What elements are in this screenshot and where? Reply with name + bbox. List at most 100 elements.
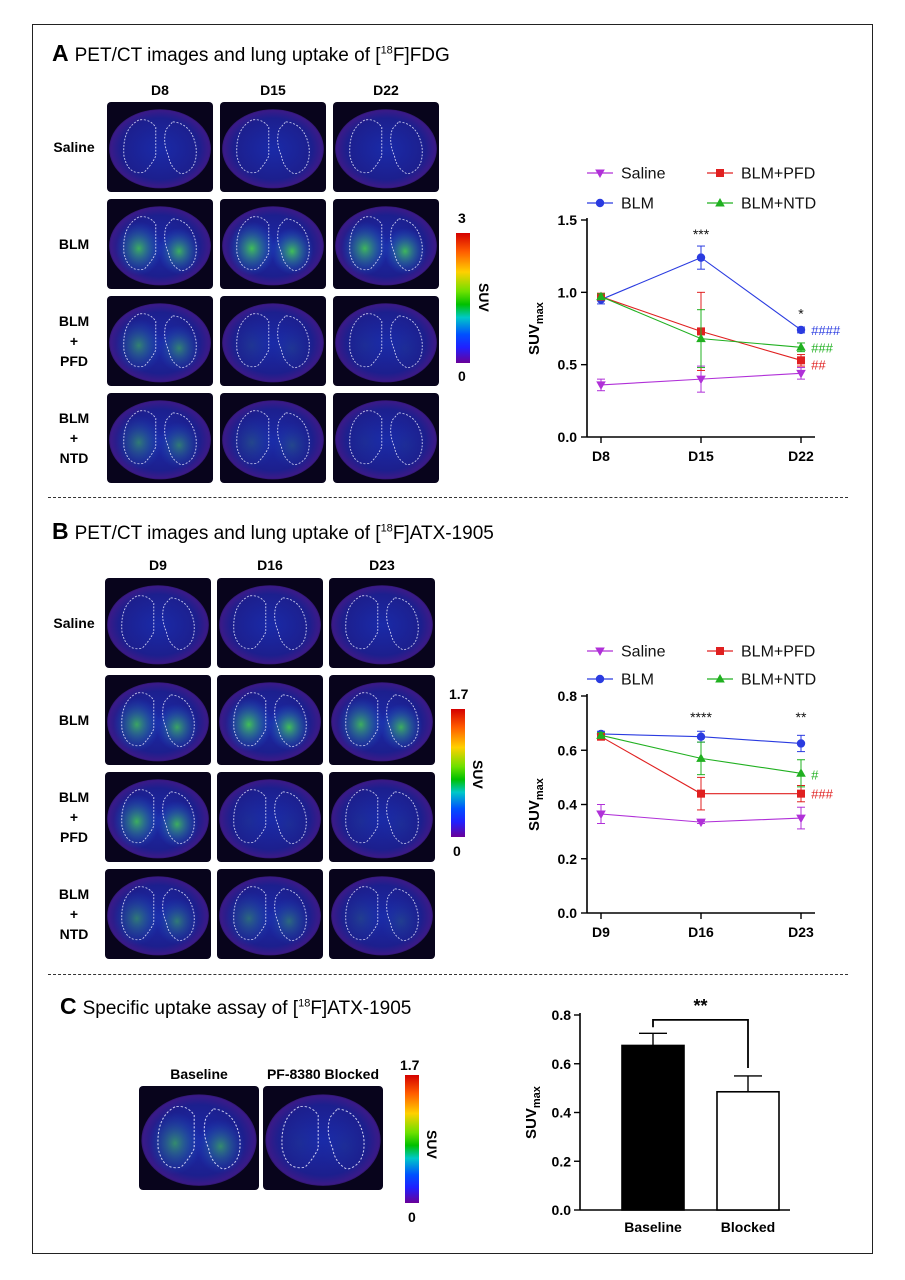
x-tick-label: D16 — [688, 924, 714, 940]
x-tick-label: D22 — [788, 448, 814, 464]
data-point-saline — [796, 814, 806, 824]
row-label-saline: Saline — [53, 615, 95, 631]
legend-marker — [716, 169, 724, 177]
data-point-saline — [796, 369, 806, 379]
significance-annotation: ### — [811, 787, 833, 802]
pet-scan-image — [105, 578, 211, 668]
y-tick-label: 0.2 — [558, 851, 578, 867]
row-label-saline: Saline — [53, 139, 95, 155]
legend-marker — [595, 674, 605, 684]
pet-scan-image — [329, 772, 435, 862]
x-tick-label: D15 — [688, 448, 714, 464]
colorbar-a-min: 0 — [458, 368, 466, 384]
y-tick-label: 0.4 — [558, 797, 578, 813]
legend-label: Saline — [621, 166, 666, 183]
pet-scan-image — [107, 102, 213, 192]
pet-scan-image — [329, 675, 435, 765]
legend-marker — [715, 198, 725, 207]
data-point-blm — [796, 739, 806, 748]
pet-scan-image — [333, 102, 439, 192]
colorbar-a-label: SUV — [476, 283, 492, 312]
pet-scan-image — [105, 869, 211, 959]
legend-label: BLM+PFD — [741, 166, 815, 183]
pet-scan-image — [333, 199, 439, 289]
legend-label: Saline — [621, 644, 666, 661]
colorbar-a — [456, 233, 470, 363]
bar-baseline — [621, 1044, 685, 1211]
data-point-blm_ntd — [596, 730, 606, 739]
fdg-suvmax-line-chart: Saline BLM+PFD BLM BLM+NTD 0.0 0.5 1.0 1.5 D8 D15… — [526, 166, 841, 465]
x-tick-label: D23 — [788, 924, 814, 940]
data-point-saline — [696, 375, 706, 385]
data-point-saline — [696, 818, 706, 828]
y-axis-label: SUVmax — [523, 1085, 543, 1139]
panel-b-title: B PET/CT images and lung uptake of [18F]A… — [52, 518, 494, 544]
pet-scan-image — [220, 393, 326, 483]
divider-bc — [48, 974, 848, 975]
specific-uptake-bar-chart: 0.0 0.2 0.4 0.6 0.8 SUVmax Baseline Blocked ** — [523, 996, 790, 1235]
pet-scan-image — [220, 102, 326, 192]
bar-blocked — [716, 1090, 780, 1211]
column-label-pf-8380 blocked: PF-8380 Blocked — [266, 1066, 380, 1082]
y-axis-label: SUVmax — [526, 301, 546, 355]
y-axis-label: SUVmax — [526, 777, 546, 831]
data-point-blm — [696, 732, 706, 741]
y-tick-label: 0.2 — [552, 1153, 572, 1169]
data-point-blm_ntd — [796, 768, 806, 777]
atx-suvmax-line-chart: Saline BLM+PFD BLM BLM+NTD 0.0 0.2 0.4 0.6 0.8 D9… — [526, 644, 833, 941]
colorbar-b-min: 0 — [453, 843, 461, 859]
row-label-blm: BLM — [58, 236, 90, 252]
figure-frame — [32, 24, 873, 1254]
column-label-d22: D22 — [373, 82, 399, 98]
y-tick-label: 0.0 — [552, 1202, 572, 1218]
column-label-d16: D16 — [257, 557, 283, 573]
data-point-blm_pfd — [797, 356, 805, 365]
data-point-blm_ntd — [696, 333, 706, 343]
significance-annotation: ### — [811, 340, 833, 355]
data-point-blm_ntd — [596, 291, 606, 301]
pet-scan-image — [107, 296, 213, 386]
column-label-d23: D23 — [369, 557, 395, 573]
legend-label: BLM+PFD — [741, 644, 815, 661]
pet-scan-image — [220, 296, 326, 386]
pet-scan-image — [329, 578, 435, 668]
divider-ab — [48, 497, 848, 498]
pet-scan-image — [217, 578, 323, 668]
column-label-d8: D8 — [151, 82, 169, 98]
data-point-saline — [596, 810, 606, 819]
pet-scan-image — [105, 772, 211, 862]
significance-label: ** — [693, 996, 707, 1016]
pet-scan-image — [217, 675, 323, 765]
pet-scan-image — [333, 393, 439, 483]
colorbar-b-max: 1.7 — [449, 686, 469, 702]
pet-scan-image — [263, 1086, 383, 1190]
x-tick-label: D8 — [592, 448, 610, 464]
pet-scan-image — [107, 393, 213, 483]
legend-label: BLM+NTD — [741, 672, 816, 689]
y-tick-label: 0.6 — [558, 742, 578, 758]
colorbar-c-label: SUV — [424, 1130, 440, 1159]
significance-annotation: # — [811, 768, 819, 783]
pet-scan-image — [217, 869, 323, 959]
legend-marker — [595, 198, 605, 208]
data-point-blm_ntd — [696, 753, 706, 762]
significance-annotation: ** — [796, 709, 807, 725]
legend-label: BLM — [621, 672, 654, 689]
y-tick-label: 0.4 — [552, 1105, 572, 1121]
significance-annotation: #### — [811, 323, 841, 338]
y-tick-label: 0.0 — [558, 905, 578, 921]
row-label-blm-ntd: BLM + NTD — [58, 410, 90, 466]
pet-scan-image — [329, 869, 435, 959]
legend-marker — [716, 647, 724, 655]
column-label-d9: D9 — [149, 557, 167, 573]
legend-label: BLM — [621, 196, 654, 213]
colorbar-b-label: SUV — [470, 760, 486, 789]
colorbar-c-max: 1.7 — [400, 1057, 420, 1073]
y-tick-label: 0.6 — [552, 1056, 572, 1072]
data-point-blm_ntd — [796, 342, 806, 351]
y-tick-label: 0.8 — [558, 688, 578, 704]
pet-scan-image — [105, 675, 211, 765]
pet-scan-image — [139, 1086, 259, 1190]
significance-bracket — [652, 1018, 749, 1068]
x-tick-label: Baseline — [624, 1219, 682, 1235]
